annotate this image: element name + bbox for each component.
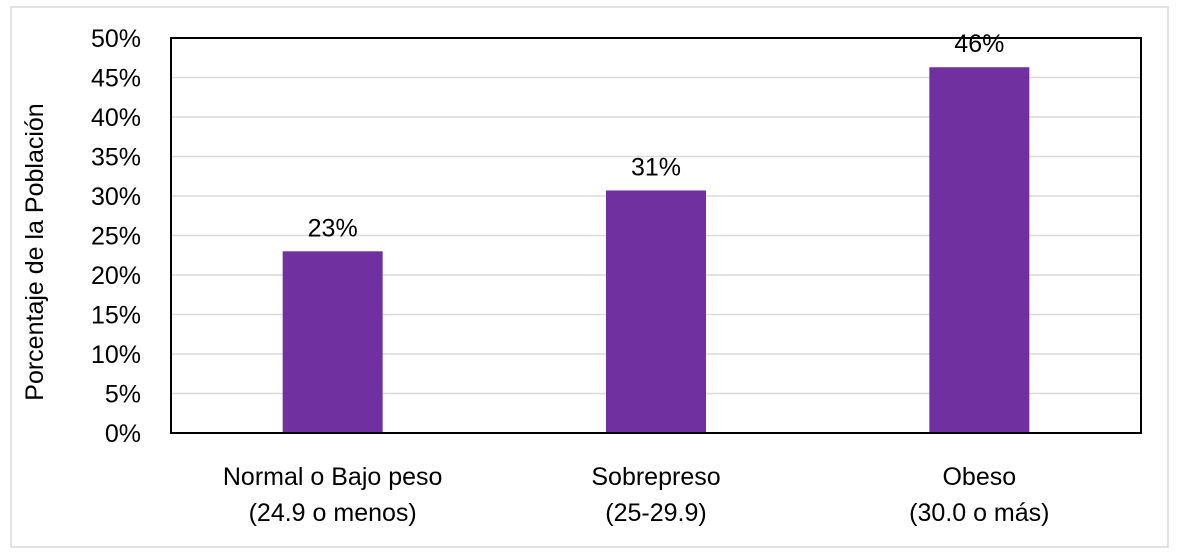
y-tick-label: 0% [105, 420, 141, 448]
x-category-label: (25-29.9) [605, 499, 706, 527]
y-tick-label: 25% [91, 223, 141, 251]
plot-area-border [170, 37, 1142, 434]
y-tick-label: 45% [91, 65, 141, 93]
y-tick-label: 30% [91, 183, 141, 211]
x-category-label: (30.0 o más) [909, 499, 1049, 527]
y-tick-label: 20% [91, 262, 141, 290]
bars [282, 67, 1030, 433]
bar [929, 67, 1030, 433]
bar [282, 251, 383, 433]
x-category-label: Sobrepreso [591, 463, 720, 491]
x-category-label: Normal o Bajo peso [223, 463, 443, 491]
y-tick-label: 10% [91, 341, 141, 369]
x-category-label: Obeso [942, 463, 1016, 491]
y-tick-label: 50% [91, 25, 141, 53]
y-axis-ticks: 0% 5% 10% 15% 20% 25% 30% 35% 40% 45% 50% [91, 25, 141, 448]
y-tick-label: 35% [91, 144, 141, 172]
y-tick-label: 5% [105, 381, 141, 409]
data-label: 31% [631, 153, 681, 181]
y-axis-label: Porcentaje de la Población [21, 103, 49, 400]
x-axis-labels: Normal o Bajo peso (24.9 o menos) Sobrepre… [223, 463, 1050, 527]
x-category-label: (24.9 o menos) [249, 499, 417, 527]
data-label: 46% [954, 30, 1004, 58]
bar [606, 190, 706, 433]
data-label: 23% [308, 214, 358, 242]
data-labels: 23% 31% 46% [308, 30, 1005, 242]
y-tick-label: 40% [91, 104, 141, 132]
y-tick-label: 15% [91, 302, 141, 330]
